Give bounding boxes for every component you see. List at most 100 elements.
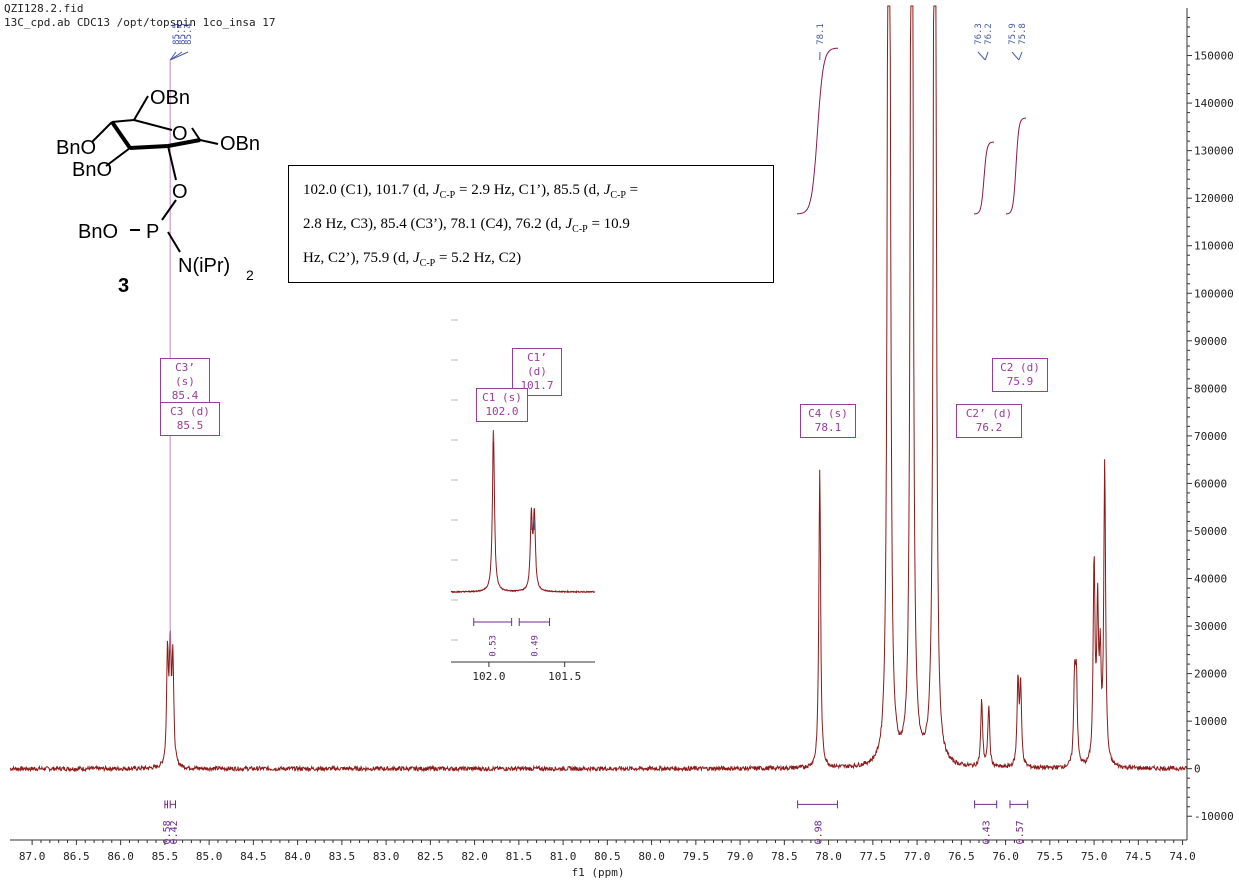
x-tick-label: 75.5	[1037, 850, 1064, 863]
bno-left2-label: BnO	[72, 159, 112, 181]
pick-tick	[1011, 51, 1020, 61]
y-tick-label: 80000	[1194, 382, 1227, 395]
y-tick-label: 0	[1194, 763, 1201, 776]
x-tick-label: 80.5	[594, 850, 621, 863]
integral-curve	[1006, 117, 1026, 215]
x-tick-label: 81.0	[550, 850, 577, 863]
y-tick-label: 50000	[1194, 525, 1227, 538]
peak-label-c3: C3 (d) 85.5	[160, 402, 220, 436]
assignment-cp-3: C-P	[572, 224, 588, 235]
amine-subscript: 2	[246, 267, 254, 283]
x-tick-label: 74.0	[1169, 850, 1196, 863]
integral-value: 0.43	[982, 820, 993, 844]
pick-tick	[1018, 51, 1023, 61]
integral-value: 0.58	[162, 820, 173, 844]
x-tick-label: 79.0	[727, 850, 754, 863]
file-name: QZI128.2.fid	[4, 2, 84, 15]
assignment-j-3: J	[565, 216, 573, 232]
assignment-text-1: 102.0 (C1), 101.7 (d,	[303, 182, 433, 198]
integral-value: 0.98	[814, 820, 825, 844]
assignment-text-6: Hz, C2’), 75.9 (d,	[303, 250, 413, 266]
x-tick-label: 77.0	[904, 850, 931, 863]
compound-structure	[91, 95, 219, 253]
x-tick-label: 80.0	[638, 850, 665, 863]
inset-tick-label: 102.0	[472, 670, 505, 683]
inset-integrals: 0.53 0.49	[473, 618, 551, 657]
x-tick-label: 84.5	[240, 850, 267, 863]
pick-label: 75.9	[1008, 23, 1018, 45]
x-tick-label: 83.5	[329, 850, 356, 863]
acquisition-params: 13C_cpd.ab CDC13 /opt/topspin 1co_insa 1…	[4, 16, 276, 29]
o-link-label: O	[172, 181, 188, 203]
x-tick-label: 74.5	[1125, 850, 1152, 863]
assignment-cp-2: C-P	[610, 190, 626, 201]
y-tick-label: 70000	[1194, 430, 1227, 443]
y-tick-label: 20000	[1194, 668, 1227, 681]
pick-label: 85.5	[178, 23, 188, 45]
inset-peak-picks	[492, 430, 535, 530]
x-tick-label: 86.5	[63, 850, 90, 863]
peak-label-c2: C2 (d) 75.9	[992, 358, 1048, 392]
x-tick-label: 85.5	[152, 850, 179, 863]
x-tick-label: 79.5	[683, 850, 710, 863]
x-tick-label: 76.0	[992, 850, 1019, 863]
peak-label-c3prime: C3’ (s) 85.4	[160, 358, 210, 406]
obn-top-label: OBn	[150, 87, 190, 109]
y-tick-label: 130000	[1194, 145, 1234, 158]
inset-integral-value: 0.53	[489, 635, 499, 657]
bno-p-label: BnO	[78, 221, 118, 243]
x-axis-label: f1 (ppm)	[572, 866, 625, 879]
assignment-cp-4: C-P	[419, 258, 436, 269]
y-tick-label: 60000	[1194, 477, 1227, 490]
pick-label: 75.8	[1018, 23, 1028, 45]
x-tick-label: 75.0	[1081, 850, 1108, 863]
integral-value: 0.57	[1015, 820, 1026, 844]
x-tick-label: 78.5	[771, 850, 798, 863]
y-axis: -10000 0 10000 20000 30000 40000 50000 60000 700…	[1187, 17, 1234, 823]
x-tick-label: 77.5	[860, 850, 887, 863]
pick-tick	[169, 51, 189, 61]
integral-regions: 0.580.42 0.98 0.43 0.57	[162, 800, 1029, 844]
y-tick-label: 100000	[1194, 287, 1234, 300]
spectrum-trace	[9, 5, 1188, 773]
y-tick-label: 90000	[1194, 335, 1227, 348]
pick-label: 78.1	[816, 23, 826, 45]
y-tick-label: 110000	[1194, 240, 1234, 253]
pick-tick	[977, 51, 986, 61]
y-tick-label: 120000	[1194, 192, 1234, 205]
obn-right-label: OBn	[220, 133, 260, 155]
peak-label-c4: C4 (s) 78.1	[800, 404, 856, 438]
compound-number: 3	[118, 275, 129, 297]
x-tick-label: 82.0	[461, 850, 488, 863]
pick-label: 85.4	[184, 23, 194, 45]
assignment-j-2: J	[603, 182, 611, 198]
peak-label-c1prime: C1’ (d) 101.7	[512, 348, 562, 396]
inset-tick-label: 101.5	[548, 670, 581, 683]
x-tick-label: 78.0	[815, 850, 842, 863]
pick-tick	[984, 51, 989, 61]
assignment-box: 102.0 (C1), 101.7 (d, JC-P = 2.9 Hz, C1’…	[288, 165, 774, 283]
assignment-text-2: = 2.9 Hz, C1’), 85.5 (d,	[455, 182, 604, 198]
peak-label-c2prime: C2’ (d) 76.2	[956, 404, 1022, 438]
assignment-text-4: 2.8 Hz, C3), 85.4 (C3’), 78.1 (C4), 76.2…	[303, 216, 566, 232]
x-tick-label: 86.0	[107, 850, 134, 863]
inset-integral-value: 0.49	[530, 635, 540, 657]
integral-curve	[974, 141, 994, 215]
pick-label: 85.5	[172, 23, 182, 45]
y-tick-label: 150000	[1194, 50, 1234, 63]
y-tick-label: -10000	[1194, 810, 1234, 823]
y-tick-label: 10000	[1194, 715, 1227, 728]
assignment-j-4: J	[412, 250, 420, 266]
y-tick-label: 140000	[1194, 97, 1234, 110]
x-tick-label: 82.5	[417, 850, 444, 863]
integral-value: 0.42	[169, 820, 180, 844]
x-tick-label: 83.0	[373, 850, 400, 863]
inset-trace	[450, 430, 596, 594]
ring-o-label: O	[172, 123, 188, 145]
integral-curves	[797, 47, 1026, 215]
assignment-cp-1: C-P	[439, 190, 456, 201]
assignment-text-7: = 5.2 Hz, C2)	[435, 250, 522, 266]
x-axis: 87.0 86.5 86.0 85.5 85.0 84.5 84.0 83.5 83.0 82.5…	[19, 840, 1196, 863]
y-tick-label: 30000	[1194, 620, 1227, 633]
